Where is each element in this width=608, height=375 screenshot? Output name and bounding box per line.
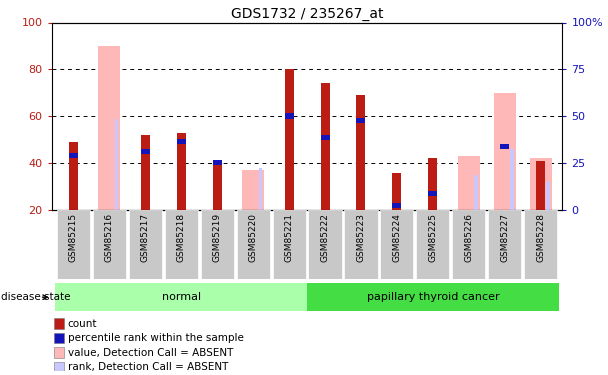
Text: GSM85215: GSM85215 xyxy=(69,213,78,262)
Bar xyxy=(381,210,413,279)
Bar xyxy=(488,210,522,279)
Bar xyxy=(129,210,162,279)
Bar xyxy=(177,139,185,144)
Bar xyxy=(307,283,559,311)
Bar xyxy=(242,170,264,210)
Bar xyxy=(57,210,90,279)
Bar xyxy=(69,142,78,210)
Bar xyxy=(285,69,294,210)
Text: rank, Detection Call = ABSENT: rank, Detection Call = ABSENT xyxy=(67,362,228,372)
Text: GSM85227: GSM85227 xyxy=(500,213,510,262)
Bar xyxy=(452,210,485,279)
Text: normal: normal xyxy=(162,292,201,302)
Text: count: count xyxy=(67,319,97,328)
Text: papillary thyroid cancer: papillary thyroid cancer xyxy=(367,292,499,302)
Bar xyxy=(500,144,510,149)
Bar xyxy=(536,161,545,210)
Bar xyxy=(474,175,478,210)
Bar xyxy=(92,210,126,279)
Bar xyxy=(54,318,64,329)
Text: GSM85228: GSM85228 xyxy=(536,213,545,262)
Text: value, Detection Call = ABSENT: value, Detection Call = ABSENT xyxy=(67,348,233,358)
Bar xyxy=(429,191,437,196)
Bar xyxy=(392,172,401,210)
Bar xyxy=(536,210,545,214)
Bar xyxy=(213,160,222,165)
Bar xyxy=(177,133,185,210)
Bar xyxy=(356,95,365,210)
Bar xyxy=(320,84,330,210)
Bar xyxy=(54,347,64,358)
Text: GSM85217: GSM85217 xyxy=(140,213,150,262)
Bar xyxy=(285,113,294,118)
Bar xyxy=(356,118,365,123)
Bar xyxy=(55,283,307,311)
Bar xyxy=(165,210,198,279)
Bar xyxy=(524,210,558,279)
Text: percentile rank within the sample: percentile rank within the sample xyxy=(67,333,244,343)
Bar xyxy=(345,210,378,279)
Bar xyxy=(510,149,514,210)
Bar xyxy=(213,163,222,210)
Bar xyxy=(494,93,516,210)
Bar xyxy=(201,210,233,279)
Bar xyxy=(258,168,262,210)
Text: GSM85219: GSM85219 xyxy=(213,213,222,262)
Bar xyxy=(54,333,64,344)
Text: disease state: disease state xyxy=(1,292,70,302)
Bar xyxy=(237,210,269,279)
Text: GSM85221: GSM85221 xyxy=(285,213,294,262)
Text: GSM85222: GSM85222 xyxy=(320,213,330,262)
Bar xyxy=(54,362,64,372)
Bar xyxy=(547,182,550,210)
Bar xyxy=(320,135,330,140)
Bar xyxy=(416,210,449,279)
Text: GSM85223: GSM85223 xyxy=(356,213,365,262)
Bar xyxy=(140,148,150,154)
Text: GSM85216: GSM85216 xyxy=(105,213,114,262)
Bar xyxy=(69,153,78,158)
Bar xyxy=(458,156,480,210)
Bar xyxy=(392,202,401,208)
Bar xyxy=(530,158,552,210)
Bar xyxy=(272,210,306,279)
Text: GSM85218: GSM85218 xyxy=(177,213,185,262)
Bar xyxy=(140,135,150,210)
Title: GDS1732 / 235267_at: GDS1732 / 235267_at xyxy=(231,8,383,21)
Text: GSM85226: GSM85226 xyxy=(465,213,474,262)
Bar xyxy=(98,46,120,210)
Text: GSM85220: GSM85220 xyxy=(249,213,258,262)
Bar xyxy=(115,118,118,210)
Bar xyxy=(308,210,342,279)
Text: GSM85224: GSM85224 xyxy=(392,213,401,262)
Text: GSM85225: GSM85225 xyxy=(429,213,437,262)
Bar xyxy=(429,158,437,210)
